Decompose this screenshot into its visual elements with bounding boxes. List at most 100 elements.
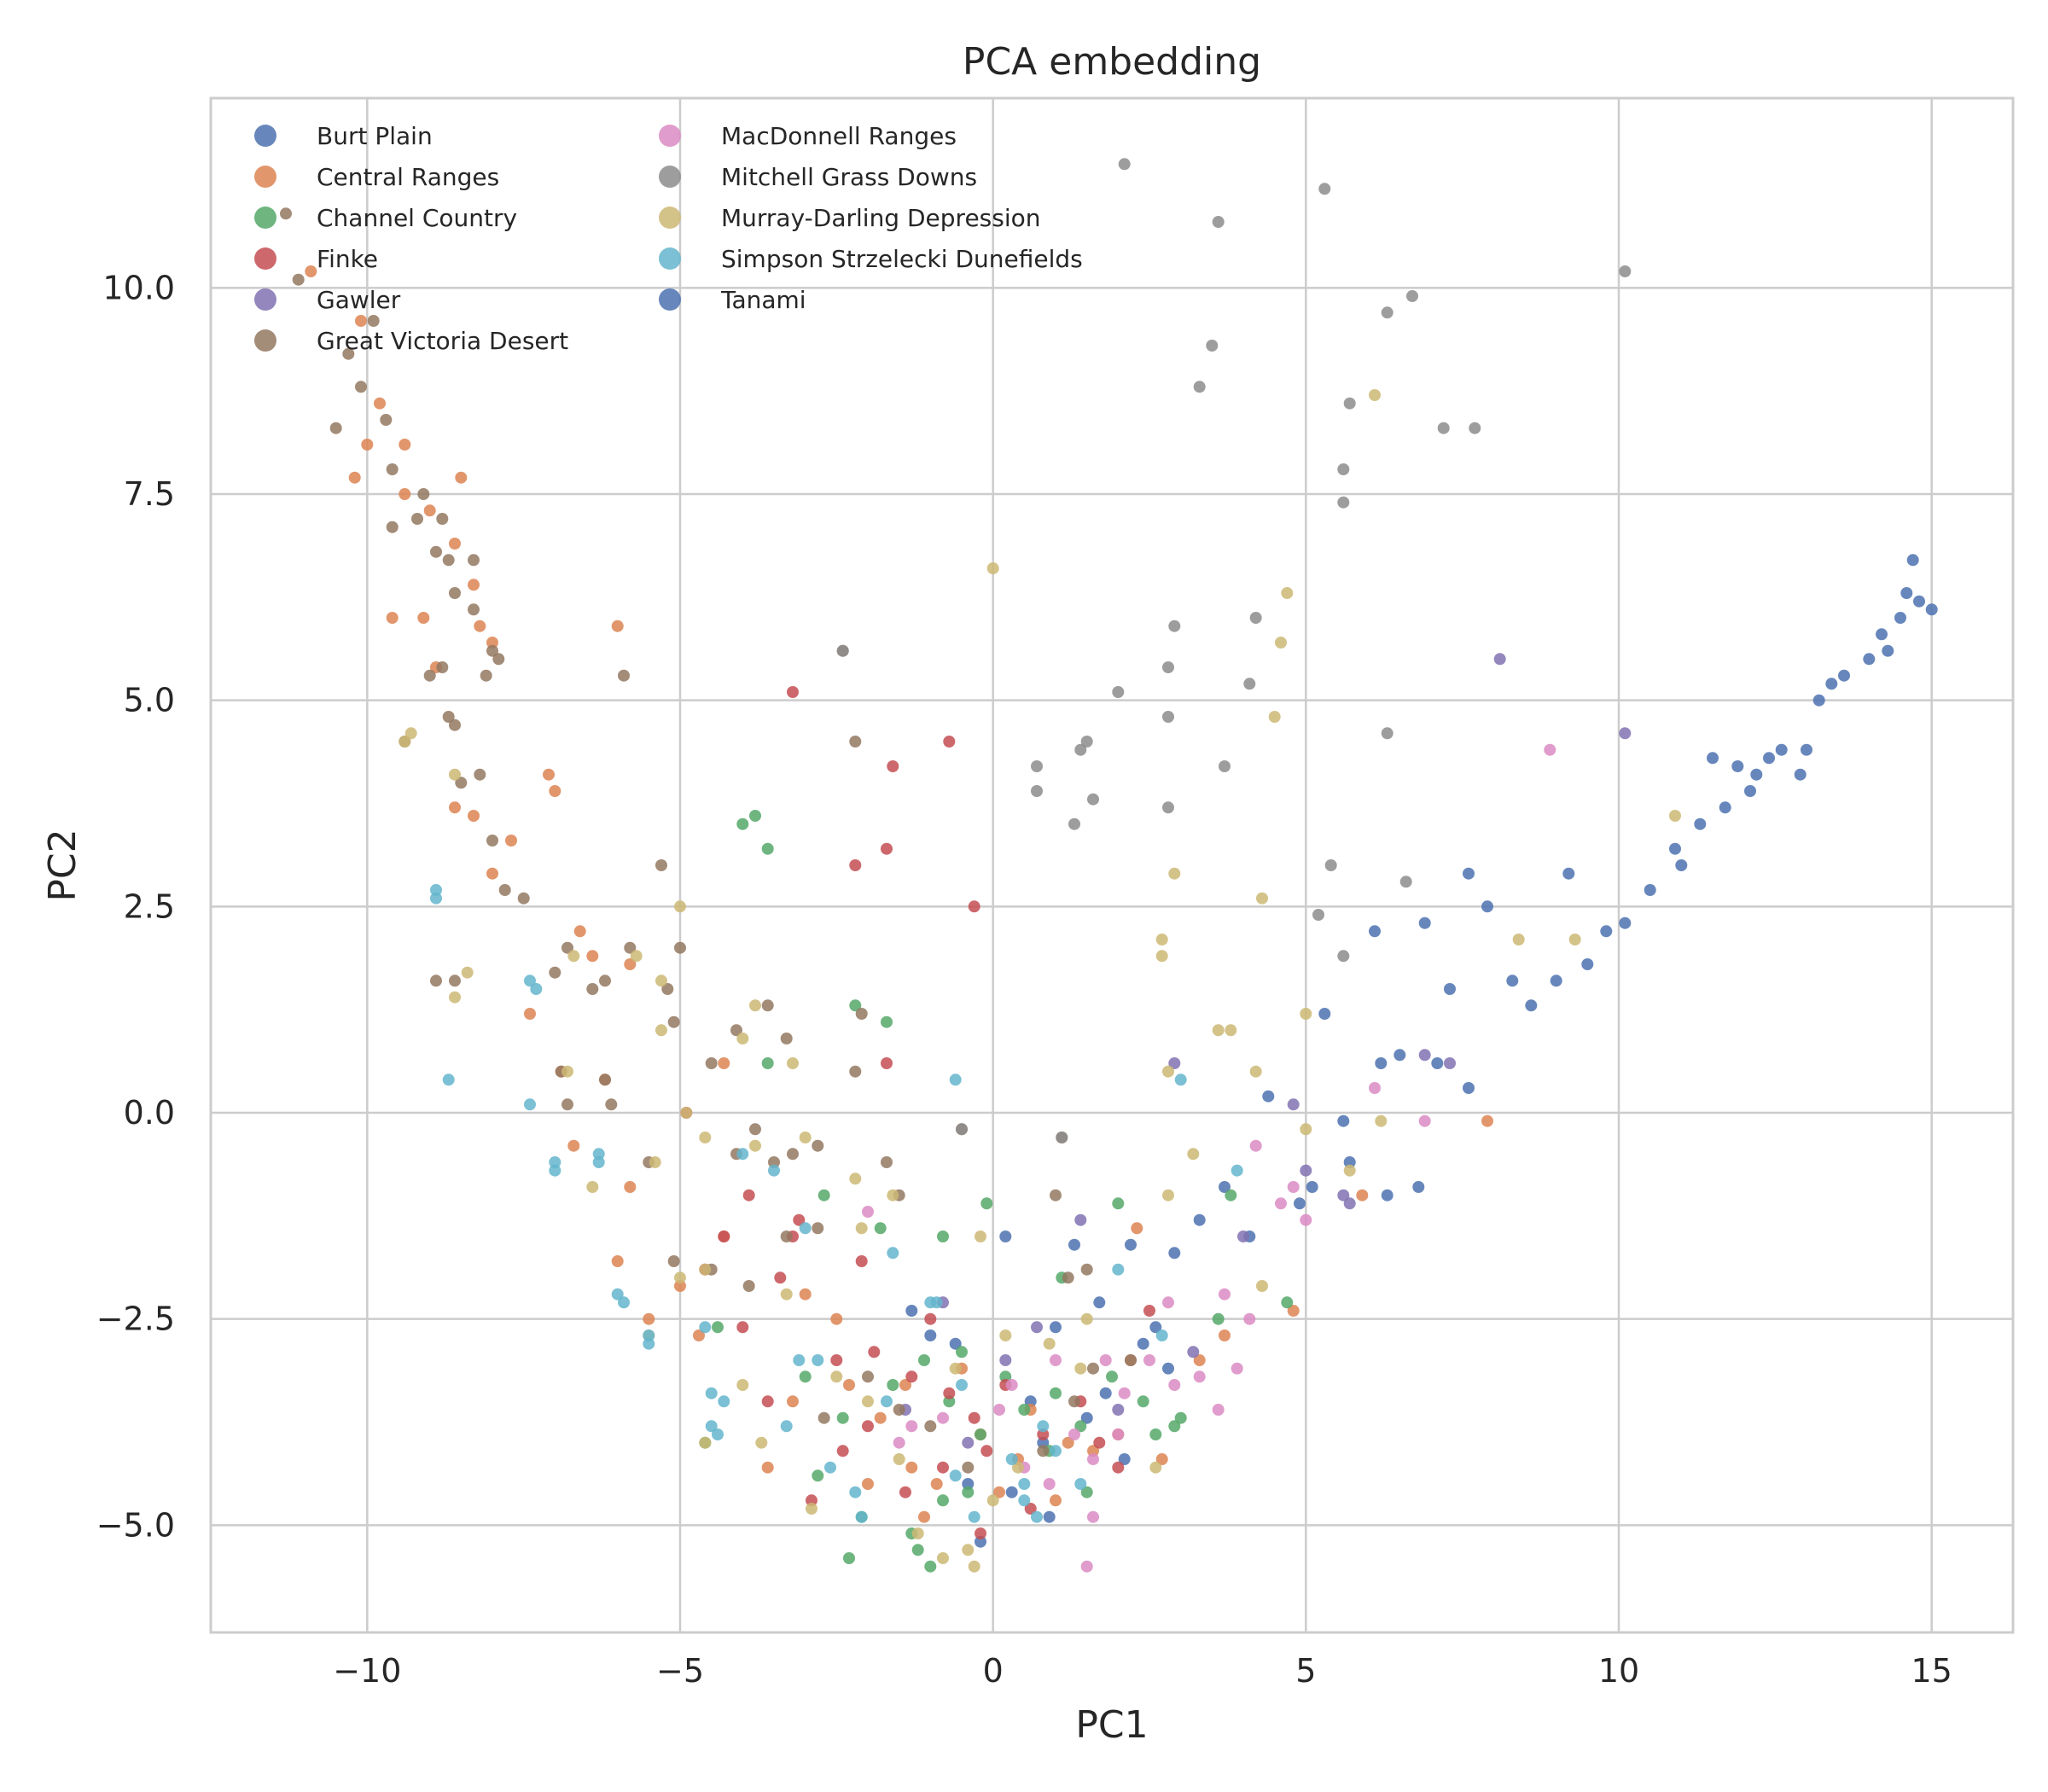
data-point bbox=[655, 859, 667, 871]
data-point bbox=[1225, 1024, 1237, 1037]
data-point bbox=[787, 1057, 799, 1069]
data-point bbox=[1318, 183, 1331, 195]
legend-marker bbox=[254, 329, 276, 352]
data-point bbox=[799, 1370, 812, 1383]
data-point bbox=[1287, 1181, 1300, 1193]
data-point bbox=[1562, 867, 1575, 880]
data-point bbox=[1162, 661, 1174, 673]
data-point bbox=[292, 273, 305, 286]
data-point bbox=[830, 1312, 843, 1325]
data-point bbox=[968, 1560, 980, 1573]
data-point bbox=[498, 884, 511, 896]
data-point bbox=[417, 612, 430, 624]
legend-label: MacDonnell Ranges bbox=[721, 122, 957, 150]
data-point bbox=[674, 941, 686, 954]
data-point bbox=[643, 1329, 655, 1341]
data-point bbox=[874, 1411, 887, 1424]
data-point bbox=[524, 975, 536, 987]
data-point bbox=[474, 620, 486, 632]
x-tick-label: −10 bbox=[333, 1652, 401, 1690]
data-point bbox=[1162, 1362, 1174, 1375]
data-point bbox=[1375, 1057, 1388, 1069]
data-point bbox=[1619, 265, 1632, 277]
data-point bbox=[1219, 1329, 1231, 1341]
data-point bbox=[1431, 1057, 1444, 1069]
data-point bbox=[862, 1420, 874, 1433]
data-point bbox=[699, 1321, 712, 1334]
data-point bbox=[887, 760, 899, 772]
data-point bbox=[924, 1312, 937, 1325]
data-point bbox=[618, 669, 630, 682]
data-point bbox=[355, 381, 367, 393]
data-point bbox=[949, 1362, 962, 1375]
data-point bbox=[1043, 1337, 1056, 1350]
data-point bbox=[1005, 1453, 1018, 1465]
data-point bbox=[1219, 1181, 1231, 1193]
data-point bbox=[1168, 867, 1181, 880]
data-point bbox=[1031, 1510, 1043, 1523]
legend-label: Great Victoria Desert bbox=[317, 327, 568, 355]
data-point bbox=[899, 1486, 911, 1498]
data-point bbox=[849, 859, 862, 871]
data-point bbox=[943, 1395, 956, 1408]
data-point bbox=[1481, 1114, 1493, 1127]
data-point bbox=[968, 1411, 980, 1424]
data-point bbox=[468, 603, 480, 616]
data-point bbox=[1212, 1312, 1225, 1325]
y-tick-label: 5.0 bbox=[124, 682, 175, 719]
data-point bbox=[962, 1461, 975, 1474]
data-point bbox=[862, 1206, 874, 1218]
x-tick-label: 5 bbox=[1295, 1652, 1316, 1690]
data-point bbox=[1906, 554, 1919, 567]
data-point bbox=[399, 488, 411, 500]
data-point bbox=[386, 521, 399, 533]
data-point bbox=[1281, 1296, 1294, 1309]
legend-item: Finke bbox=[254, 245, 378, 273]
data-point bbox=[505, 835, 517, 847]
data-point bbox=[1249, 1139, 1262, 1152]
data-point bbox=[849, 736, 862, 748]
data-point bbox=[461, 966, 474, 979]
data-point bbox=[1206, 340, 1219, 352]
x-tick-label: 10 bbox=[1598, 1652, 1639, 1690]
data-point bbox=[1050, 1189, 1062, 1201]
data-point bbox=[442, 711, 455, 723]
data-point bbox=[862, 1395, 874, 1408]
data-point bbox=[329, 422, 342, 434]
data-point bbox=[975, 1527, 986, 1539]
data-point bbox=[1243, 678, 1256, 690]
legend-item: Tanami bbox=[659, 286, 806, 314]
data-point bbox=[736, 1033, 749, 1044]
data-point bbox=[530, 983, 543, 995]
data-point bbox=[918, 1510, 930, 1523]
legend-marker bbox=[254, 166, 276, 188]
data-point bbox=[705, 1387, 718, 1399]
y-tick-label: 0.0 bbox=[124, 1094, 175, 1132]
data-point bbox=[887, 1247, 899, 1260]
data-point bbox=[699, 1132, 712, 1143]
data-point bbox=[1155, 1329, 1168, 1341]
data-point bbox=[930, 1478, 943, 1490]
data-point bbox=[1037, 1436, 1050, 1449]
data-point bbox=[1375, 1114, 1388, 1127]
data-point bbox=[1162, 1065, 1174, 1078]
data-point bbox=[1050, 1445, 1062, 1457]
data-point bbox=[567, 1139, 580, 1152]
data-point bbox=[468, 579, 480, 591]
data-point bbox=[911, 1544, 924, 1556]
data-point bbox=[586, 983, 599, 995]
data-point bbox=[718, 1395, 730, 1408]
data-point bbox=[962, 1544, 975, 1556]
x-axis-title: PC1 bbox=[1075, 1703, 1148, 1747]
data-point bbox=[655, 1024, 667, 1037]
data-point bbox=[1112, 686, 1125, 698]
data-point bbox=[1018, 1478, 1031, 1490]
data-point bbox=[1162, 1189, 1174, 1201]
data-point bbox=[1381, 306, 1393, 319]
data-point bbox=[1050, 1387, 1062, 1399]
data-point bbox=[1155, 934, 1168, 945]
data-point bbox=[1644, 884, 1656, 896]
data-point bbox=[1093, 1296, 1106, 1309]
data-point bbox=[348, 471, 361, 484]
